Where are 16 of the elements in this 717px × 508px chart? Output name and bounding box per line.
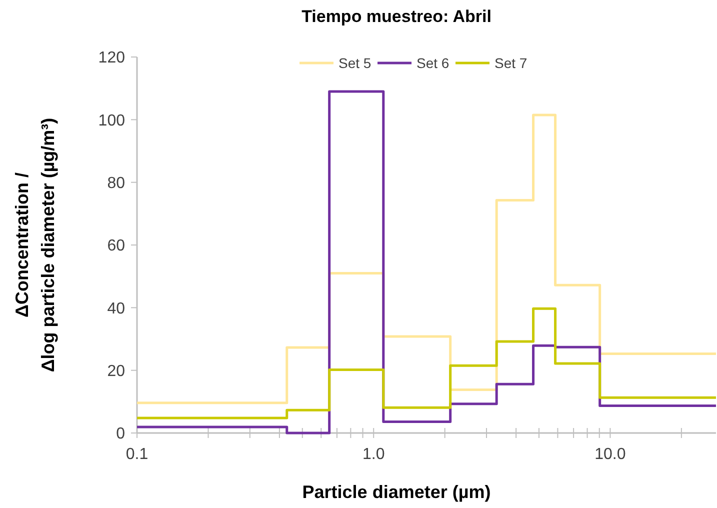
legend-label: Set 5 <box>338 54 372 71</box>
y-axis-title: ΔConcentration / Δlog particle diameter (µg/m³) <box>12 118 58 372</box>
legend-label: Set 7 <box>494 54 528 71</box>
x-tick-label: 0.1 <box>126 446 148 463</box>
legend-label: Set 6 <box>416 54 450 71</box>
chart-title: Tiempo muestreo: Abril <box>302 7 492 26</box>
y-tick-label: 60 <box>107 238 126 255</box>
y-tick-label: 120 <box>98 50 126 67</box>
y-tick-label: 80 <box>107 174 126 192</box>
x-tick-label: 1.0 <box>362 446 385 463</box>
y-tick-label: 40 <box>107 300 126 318</box>
y-tick-label: 20 <box>107 362 126 380</box>
x-axis-title: Particle diameter (µm) <box>302 482 491 502</box>
y-tick-label: 0 <box>116 426 126 443</box>
x-tick-label: 10.0 <box>594 446 626 463</box>
y-tick-label: 100 <box>98 112 126 130</box>
